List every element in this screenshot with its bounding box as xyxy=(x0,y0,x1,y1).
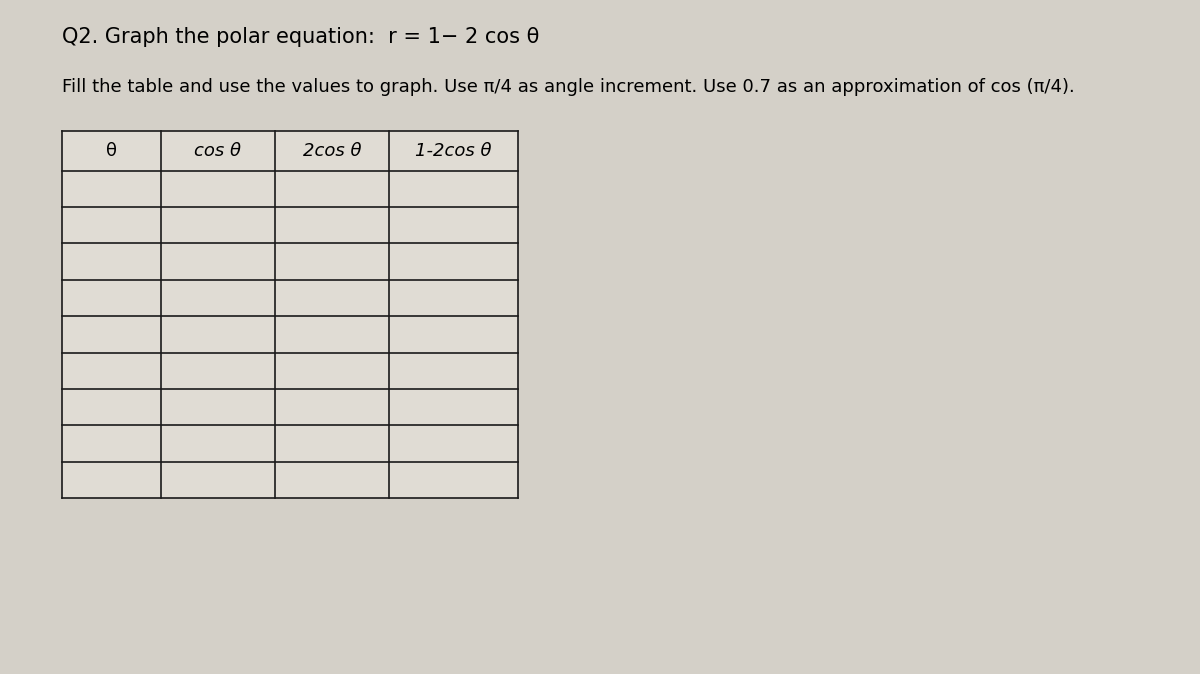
Text: 2cos θ: 2cos θ xyxy=(302,142,361,160)
Text: cos θ: cos θ xyxy=(194,142,241,160)
Text: Q2. Graph the polar equation:  r = 1− 2 cos θ: Q2. Graph the polar equation: r = 1− 2 c… xyxy=(62,27,540,47)
Bar xyxy=(62,131,518,498)
Text: 1-2cos θ: 1-2cos θ xyxy=(415,142,492,160)
Text: θ: θ xyxy=(106,142,118,160)
Text: Fill the table and use the values to graph. Use π/4 as angle increment. Use 0.7 : Fill the table and use the values to gra… xyxy=(62,78,1075,96)
